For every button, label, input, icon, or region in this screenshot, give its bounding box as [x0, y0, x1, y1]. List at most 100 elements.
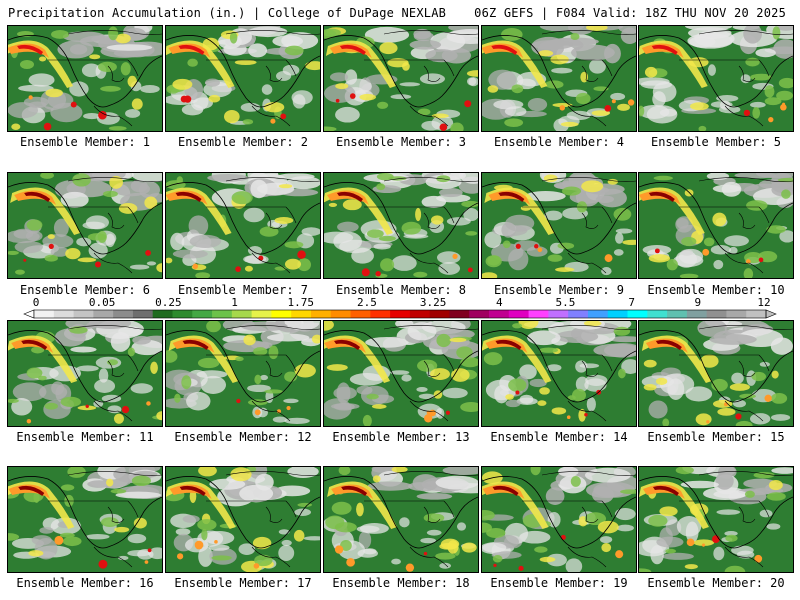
precipitation-map	[8, 467, 162, 572]
legend-tick-label: 7	[628, 296, 635, 309]
precipitation-map	[8, 321, 162, 426]
ensemble-map-panel	[323, 320, 479, 427]
legend-color-swatch	[291, 310, 312, 318]
ensemble-map-panel	[7, 172, 163, 279]
legend-color-swatch	[212, 310, 233, 318]
ensemble-map-panel	[481, 25, 637, 132]
ensemble-map-panel	[481, 172, 637, 279]
legend-color-swatch	[449, 310, 470, 318]
ensemble-member-label: Ensemble Member: 19	[490, 576, 628, 590]
ensemble-map-panel	[638, 25, 794, 132]
precipitation-map	[324, 173, 478, 278]
legend-color-swatch	[587, 310, 609, 318]
precipitation-map	[324, 321, 478, 426]
ensemble-map-panel	[7, 320, 163, 427]
legend-color-swatch	[726, 310, 747, 318]
legend-color-swatch	[93, 310, 114, 318]
legend-color-swatch	[548, 310, 569, 318]
legend-color-swatch	[528, 310, 549, 318]
legend-color-swatch	[330, 310, 352, 318]
legend-tick-label: 0.05	[89, 296, 116, 309]
legend-tick-label: 9	[695, 296, 702, 309]
legend-color-swatch	[370, 310, 391, 318]
legend-color-swatch	[429, 310, 450, 318]
precipitation-map	[8, 173, 162, 278]
page-title: Precipitation Accumulation (in.) | Colle…	[8, 6, 447, 20]
precipitation-map	[324, 26, 478, 131]
ensemble-member-label: Ensemble Member: 9	[493, 283, 625, 297]
legend-color-swatch	[489, 310, 510, 318]
legend-color-swatch	[152, 310, 173, 318]
legend-color-swatch	[706, 310, 727, 318]
precipitation-map	[482, 26, 636, 131]
legend-color-swatch	[350, 310, 371, 318]
legend-color-swatch	[251, 310, 272, 318]
ensemble-member-label: Ensemble Member: 20	[647, 576, 785, 590]
ensemble-member-label: Ensemble Member: 8	[335, 283, 467, 297]
ensemble-member-label: Ensemble Member: 17	[174, 576, 312, 590]
ensemble-member-label: Ensemble Member: 18	[332, 576, 470, 590]
legend-tick-label: 3.25	[420, 296, 447, 309]
precipitation-map	[166, 26, 320, 131]
ensemble-member-label: Ensemble Member: 16	[16, 576, 154, 590]
legend-color-swatch	[53, 310, 75, 318]
ensemble-map-panel	[638, 320, 794, 427]
legend-color-swatch	[686, 310, 708, 318]
legend-bar: 0 0.05 0.25 1 1.75 2.5 3.25 4 5.5 7 9 12	[23, 296, 777, 319]
legend-color-swatch	[390, 310, 411, 318]
ensemble-map-panel	[323, 25, 479, 132]
legend-color-swatch	[231, 310, 253, 318]
legend-color-swatch	[627, 310, 648, 318]
ensemble-member-label: Ensemble Member: 11	[16, 430, 154, 444]
ensemble-member-label: Ensemble Member: 3	[335, 135, 467, 149]
ensemble-map-panel	[165, 320, 321, 427]
legend-tick-label: 12	[757, 296, 770, 309]
legend-color-swatch	[469, 310, 490, 318]
ensemble-map-panel	[481, 466, 637, 573]
ensemble-map-panel	[638, 172, 794, 279]
legend-color-swatch	[172, 310, 193, 318]
precipitation-map	[324, 467, 478, 572]
legend-color-swatch	[607, 310, 629, 318]
legend-color-swatch	[271, 310, 292, 318]
ensemble-map-panel	[165, 466, 321, 573]
ensemble-member-label: Ensemble Member: 13	[332, 430, 470, 444]
precipitation-map	[166, 173, 320, 278]
ensemble-map-panel	[7, 25, 163, 132]
ensemble-member-label: Ensemble Member: 10	[647, 283, 785, 297]
legend-color-swatch	[647, 310, 668, 318]
precipitation-map	[639, 26, 793, 131]
ensemble-member-label: Ensemble Member: 6	[19, 283, 151, 297]
legend-tick-label: 2.5	[357, 296, 377, 309]
legend-color-swatch	[409, 310, 431, 318]
ensemble-member-label: Ensemble Member: 2	[177, 135, 309, 149]
ensemble-map-panel	[481, 320, 637, 427]
legend-color-swatch	[568, 310, 589, 318]
precipitation-map	[482, 467, 636, 572]
legend-tick-label: 1	[231, 296, 238, 309]
model-run-info: 06Z GEFS | F084 Valid: 18Z THU NOV 20 20…	[474, 6, 786, 20]
legend-color-swatch	[132, 310, 154, 318]
legend-tick-label: 4	[496, 296, 503, 309]
ensemble-member-label: Ensemble Member: 15	[647, 430, 785, 444]
precipitation-map	[639, 467, 793, 572]
ensemble-map-panel	[7, 466, 163, 573]
legend-tick-label: 5.5	[556, 296, 576, 309]
ensemble-member-label: Ensemble Member: 1	[19, 135, 151, 149]
precipitation-map	[166, 467, 320, 572]
ensemble-member-label: Ensemble Member: 5	[650, 135, 782, 149]
legend-color-swatch	[746, 310, 767, 318]
legend-color-swatch	[192, 310, 213, 318]
legend-color-swatch	[667, 310, 688, 318]
ensemble-map-panel	[323, 466, 479, 573]
precipitation-map	[166, 321, 320, 426]
legend-color-swatch	[73, 310, 94, 318]
legend-tick-label: 1.75	[287, 296, 314, 309]
legend-tick-label: 0	[33, 296, 40, 309]
ensemble-member-label: Ensemble Member: 7	[177, 283, 309, 297]
legend-color-swatch	[310, 310, 332, 318]
legend-color-swatch	[113, 310, 134, 318]
ensemble-member-label: Ensemble Member: 14	[490, 430, 628, 444]
precipitation-map	[639, 173, 793, 278]
ensemble-member-label: Ensemble Member: 4	[493, 135, 625, 149]
